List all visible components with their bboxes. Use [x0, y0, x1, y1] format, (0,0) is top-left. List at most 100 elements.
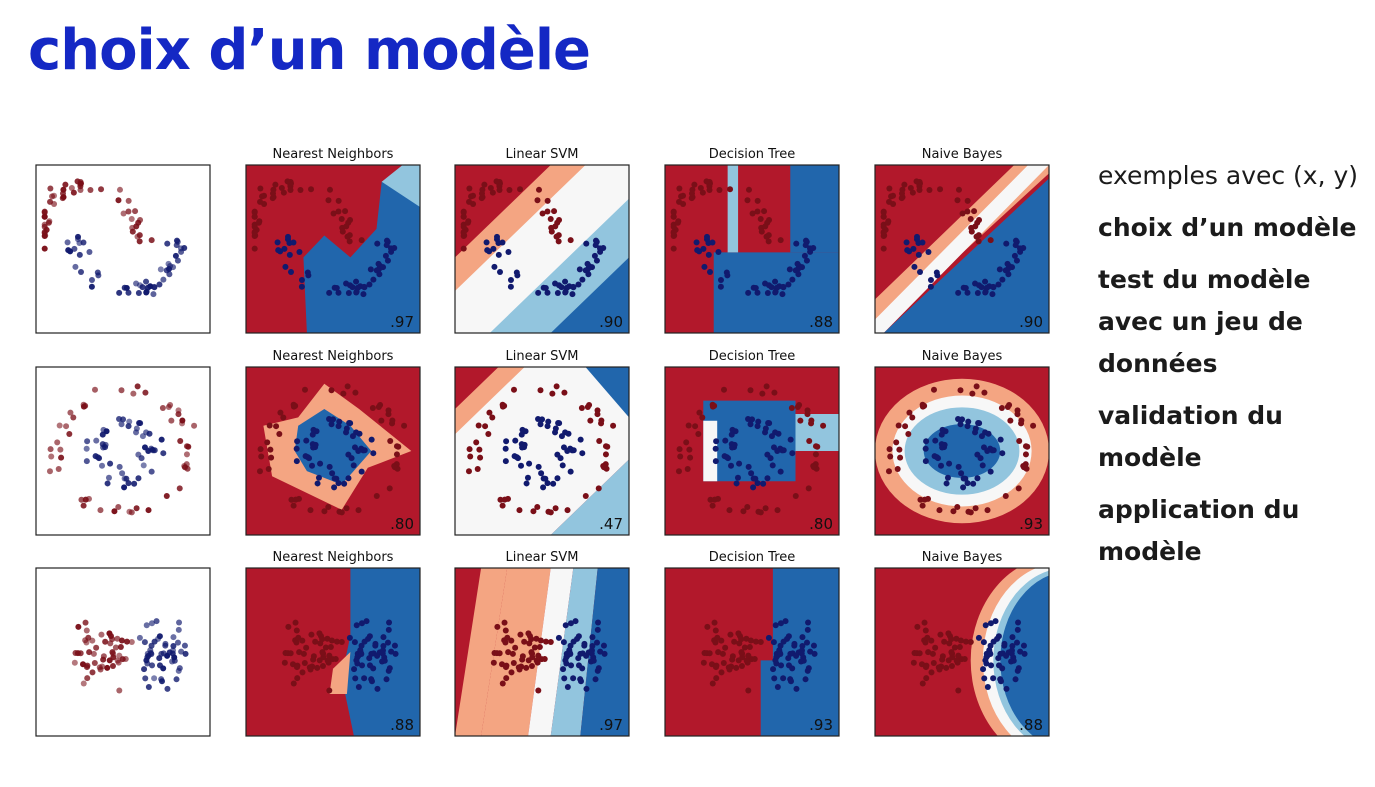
- sample-point: [799, 634, 806, 641]
- sample-point: [748, 470, 755, 477]
- sample-point: [707, 268, 714, 275]
- sample-point: [119, 470, 126, 477]
- sample-point: [716, 186, 723, 193]
- sample-point: [898, 195, 905, 202]
- sample-point: [589, 642, 596, 649]
- sample-point: [386, 619, 393, 626]
- classifier-plot: Decision Tree .93: [664, 550, 840, 737]
- sample-point: [934, 272, 941, 279]
- sample-point: [780, 283, 787, 290]
- sample-point: [957, 421, 964, 428]
- sample-point: [120, 210, 127, 217]
- sample-point: [1017, 648, 1024, 655]
- sample-point: [794, 260, 801, 267]
- sample-point: [269, 195, 276, 202]
- sample-point: [999, 450, 1006, 457]
- sample-point: [125, 480, 132, 487]
- sample-point: [272, 181, 279, 188]
- sample-point: [757, 639, 764, 646]
- sample-point: [547, 509, 554, 516]
- sample-point: [470, 192, 477, 199]
- sample-point: [503, 438, 510, 445]
- sample-point: [336, 418, 343, 425]
- sample-point: [562, 657, 569, 664]
- sample-point: [583, 685, 590, 692]
- sample-point: [897, 454, 904, 461]
- plot-frame: [245, 164, 421, 334]
- sample-point: [542, 284, 549, 291]
- sample-point: [123, 284, 130, 291]
- sample-point: [984, 683, 991, 690]
- sample-point: [931, 453, 938, 460]
- sample-point: [917, 496, 924, 503]
- sample-point: [319, 636, 326, 643]
- sample-point: [282, 263, 289, 270]
- sample-point: [915, 251, 922, 258]
- sample-point: [701, 263, 708, 270]
- sample-point: [955, 463, 962, 470]
- classifier-plot: Decision Tree .80: [664, 349, 840, 536]
- sample-point: [512, 437, 519, 444]
- classifier-comparison-grid: Nearest Neighbors .97 Linear SVM .90 Decisio…: [35, 147, 1050, 737]
- sample-point: [984, 507, 991, 514]
- plot-frame: [454, 366, 630, 536]
- sample-point: [278, 185, 285, 192]
- sample-point: [59, 195, 66, 202]
- sample-point: [975, 232, 982, 239]
- sample-point: [703, 233, 710, 240]
- sample-point: [972, 223, 979, 230]
- slide-title: choix d’un modèle: [28, 18, 591, 83]
- sample-point: [149, 662, 156, 669]
- sample-point: [67, 409, 74, 416]
- sample-point: [765, 419, 772, 426]
- sample-point: [974, 451, 981, 458]
- sample-point: [183, 443, 190, 450]
- sample-point: [755, 418, 762, 425]
- sample-point: [517, 631, 524, 638]
- sample-point: [326, 463, 333, 470]
- sample-point: [922, 664, 929, 671]
- sample-point: [140, 462, 147, 469]
- plot-frame: [874, 366, 1050, 536]
- sample-point: [501, 496, 508, 503]
- sample-point: [1001, 640, 1008, 647]
- sample-point: [976, 282, 983, 289]
- sample-point: [999, 276, 1006, 283]
- sample-point: [174, 639, 181, 646]
- sample-point: [460, 213, 467, 220]
- sample-point: [1022, 451, 1029, 458]
- sample-point: [464, 219, 471, 226]
- sample-point: [97, 507, 104, 514]
- sample-point: [352, 389, 359, 396]
- sample-point: [782, 618, 789, 625]
- sample-point: [772, 429, 779, 436]
- sample-point: [923, 675, 930, 682]
- sample-point: [374, 652, 381, 659]
- classifier-title: Naive Bayes: [922, 349, 1003, 364]
- sample-point: [577, 436, 584, 443]
- sample-point: [794, 403, 801, 410]
- sample-point: [286, 251, 293, 258]
- sample-point: [125, 423, 132, 430]
- sample-point: [346, 419, 353, 426]
- sample-point: [112, 644, 119, 651]
- sample-point: [1016, 438, 1023, 445]
- sample-point: [104, 664, 111, 671]
- sample-point: [930, 659, 937, 666]
- accuracy-score: .88: [809, 313, 833, 331]
- sample-point: [1015, 485, 1022, 492]
- sample-point: [148, 651, 155, 658]
- sample-point: [945, 630, 952, 637]
- sample-point: [692, 423, 699, 430]
- sample-point: [497, 268, 504, 275]
- sample-point: [749, 210, 756, 217]
- sample-point: [518, 462, 525, 469]
- sample-point: [691, 181, 698, 188]
- sample-point: [797, 417, 804, 424]
- sample-point: [670, 230, 677, 237]
- sample-point: [159, 404, 166, 411]
- sample-point: [176, 619, 183, 626]
- plot-frame: [454, 164, 630, 334]
- sample-point: [125, 289, 132, 296]
- sample-point: [132, 208, 139, 215]
